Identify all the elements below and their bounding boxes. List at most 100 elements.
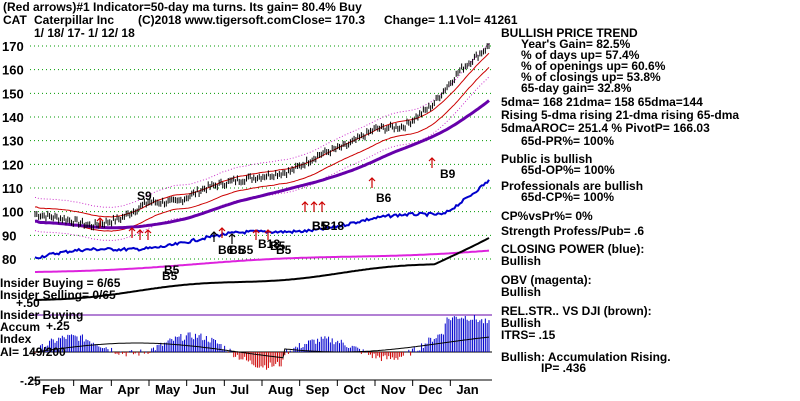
y-tick-label: 160 bbox=[2, 63, 24, 78]
sidebar-line: Rising 5-dma rising 21-dma rising 65-dma bbox=[501, 108, 740, 122]
buy-arrow bbox=[210, 231, 218, 242]
y-tick-label: 80 bbox=[2, 252, 16, 267]
volume-value: Vol= 41261 bbox=[456, 13, 518, 27]
lower-band-line bbox=[34, 76, 490, 242]
sidebar-line: Bullish bbox=[501, 254, 542, 268]
insider-buying-label: Insider Buying = 6/65 bbox=[0, 276, 121, 290]
signal-label: B6 bbox=[376, 191, 392, 205]
closing-power-line bbox=[34, 179, 490, 260]
x-axis: Feb Mar Apr May Jun Jul Aug Sep Oct Nov Dec Jan bbox=[30, 379, 492, 397]
close-value: Close= 170.3 bbox=[292, 13, 366, 27]
buy-arrow bbox=[96, 217, 104, 228]
signal-label: B5 bbox=[238, 243, 254, 257]
signal-label: B5 bbox=[164, 263, 180, 277]
signal-label: B5 bbox=[229, 243, 245, 257]
sidebar-line: Strength Profess/Pub= .6 bbox=[501, 224, 645, 238]
insider-buying-label-2: Insider Buying bbox=[0, 308, 84, 322]
signal-label: B18 bbox=[322, 219, 344, 233]
buy-arrow bbox=[136, 229, 144, 240]
sidebar-line: Bullish bbox=[501, 285, 542, 299]
y-tick-label: 100 bbox=[2, 205, 24, 220]
buy-arrow bbox=[310, 201, 318, 212]
x-tick-label: Apr bbox=[117, 382, 139, 397]
y-tick-label: 150 bbox=[2, 86, 24, 101]
buy-arrow bbox=[264, 229, 272, 240]
index-label: Index bbox=[0, 332, 32, 346]
accum-label: Accum bbox=[0, 320, 41, 334]
sidebar-line: REL.STR.. VS DJI (brown): bbox=[501, 304, 652, 318]
price-panel bbox=[34, 43, 490, 242]
sidebar-line: CLOSING POWER (blue): bbox=[501, 242, 645, 256]
y-tick-label: 140 bbox=[2, 110, 24, 125]
sidebar-line: ITRS= .15 bbox=[501, 328, 556, 342]
ticker-symbol: CAT bbox=[3, 13, 27, 27]
y-tick-label: 170 bbox=[2, 39, 24, 54]
signal-label: B5 bbox=[162, 269, 178, 283]
sidebar-line: Public is bullish bbox=[501, 152, 593, 166]
y-tick-label: 90 bbox=[2, 228, 16, 243]
x-tick-label: Aug bbox=[268, 382, 293, 397]
y-tick-label: 130 bbox=[2, 134, 24, 149]
x-tick-label: Nov bbox=[381, 382, 406, 397]
rel-str-line bbox=[35, 237, 490, 301]
x-tick-label: Jun bbox=[193, 382, 216, 397]
accum-minus25-label: -.25 bbox=[20, 374, 41, 388]
chart-title: (Red arrows)#1 Indicator=50-day ma turns… bbox=[3, 0, 362, 14]
change-value: Change= 1.1 bbox=[384, 13, 456, 27]
sidebar-line: 5dmaAROC= 251.4 % PivotP= 166.03 bbox=[501, 121, 710, 135]
sidebar-line: Bullish bbox=[501, 316, 542, 330]
x-tick-label: Mar bbox=[80, 382, 103, 397]
x-tick-label: Dec bbox=[419, 382, 443, 397]
buy-arrow bbox=[318, 201, 326, 212]
ai-value: AI= 149/200 bbox=[0, 345, 66, 359]
y-tick-label: 120 bbox=[2, 157, 24, 172]
signal-label: B5 bbox=[312, 219, 328, 233]
sidebar-line: OBV (magenta): bbox=[501, 273, 592, 287]
signal-label: B18 bbox=[258, 237, 280, 251]
upper-band-line bbox=[35, 43, 490, 209]
sidebar-line: BULLISH PRICE TREND bbox=[501, 26, 638, 40]
sidebar-line: Year's Gain= 82.5% bbox=[521, 37, 631, 51]
x-tick-label: Oct bbox=[343, 382, 365, 397]
accum-plus50-label: +.50 bbox=[16, 296, 40, 310]
x-tick-label: Feb bbox=[42, 382, 65, 397]
lower-ma-line bbox=[34, 67, 490, 232]
sidebar-line: 65d-PR%= 100% bbox=[521, 134, 615, 148]
sidebar-line: 5dma= 168 21dma= 158 65dma=144 bbox=[501, 95, 703, 109]
x-tick-label: Sep bbox=[306, 382, 330, 397]
signal-label: B5 bbox=[270, 239, 286, 253]
accum-ma-line bbox=[34, 336, 490, 359]
y-axis-labels: 80 90 100 110 120 130 140 150 160 170 bbox=[2, 39, 24, 267]
sidebar-line: % of openings up= 60.6% bbox=[521, 59, 666, 73]
buy-arrow bbox=[301, 201, 309, 212]
indicator-panels bbox=[30, 179, 492, 370]
buy-arrow bbox=[144, 229, 152, 240]
sidebar-line: 65d-OP%= 100% bbox=[521, 163, 615, 177]
sidebar-line: CP%vsPr%= 0% bbox=[501, 209, 593, 223]
buy-arrow bbox=[252, 229, 260, 240]
sidebar-line: % of closings up= 53.8% bbox=[521, 70, 661, 84]
buy-arrow bbox=[368, 177, 376, 188]
x-tick-label: Jan bbox=[456, 382, 478, 397]
sidebar-line: 65-day gain= 32.8% bbox=[521, 81, 632, 95]
upper-ma-line bbox=[34, 52, 490, 218]
obv-line bbox=[35, 249, 490, 273]
buy-arrow bbox=[428, 157, 436, 168]
gridlines bbox=[30, 45, 492, 260]
sidebar-line: IP= .436 bbox=[541, 361, 587, 375]
signal-label: S9 bbox=[137, 189, 152, 203]
buy-arrow bbox=[128, 227, 136, 238]
signal-label: B5 bbox=[276, 243, 292, 257]
signal-label: B6 bbox=[218, 243, 234, 257]
date-range: 1/ 18/ 17- 1/ 12/ 18 bbox=[34, 26, 135, 40]
sidebar-line: Bullish: Accumulation Rising. bbox=[501, 350, 671, 364]
copyright: (C)2018 www.tigersoft.com bbox=[138, 13, 292, 27]
signal-label: B5 bbox=[312, 219, 328, 233]
x-tick-label: Jul bbox=[230, 382, 249, 397]
buy-arrow bbox=[218, 227, 226, 238]
company-name: Caterpillar Inc bbox=[34, 13, 115, 27]
y-tick-label: 110 bbox=[2, 181, 23, 196]
x-tick-label: May bbox=[155, 382, 181, 397]
